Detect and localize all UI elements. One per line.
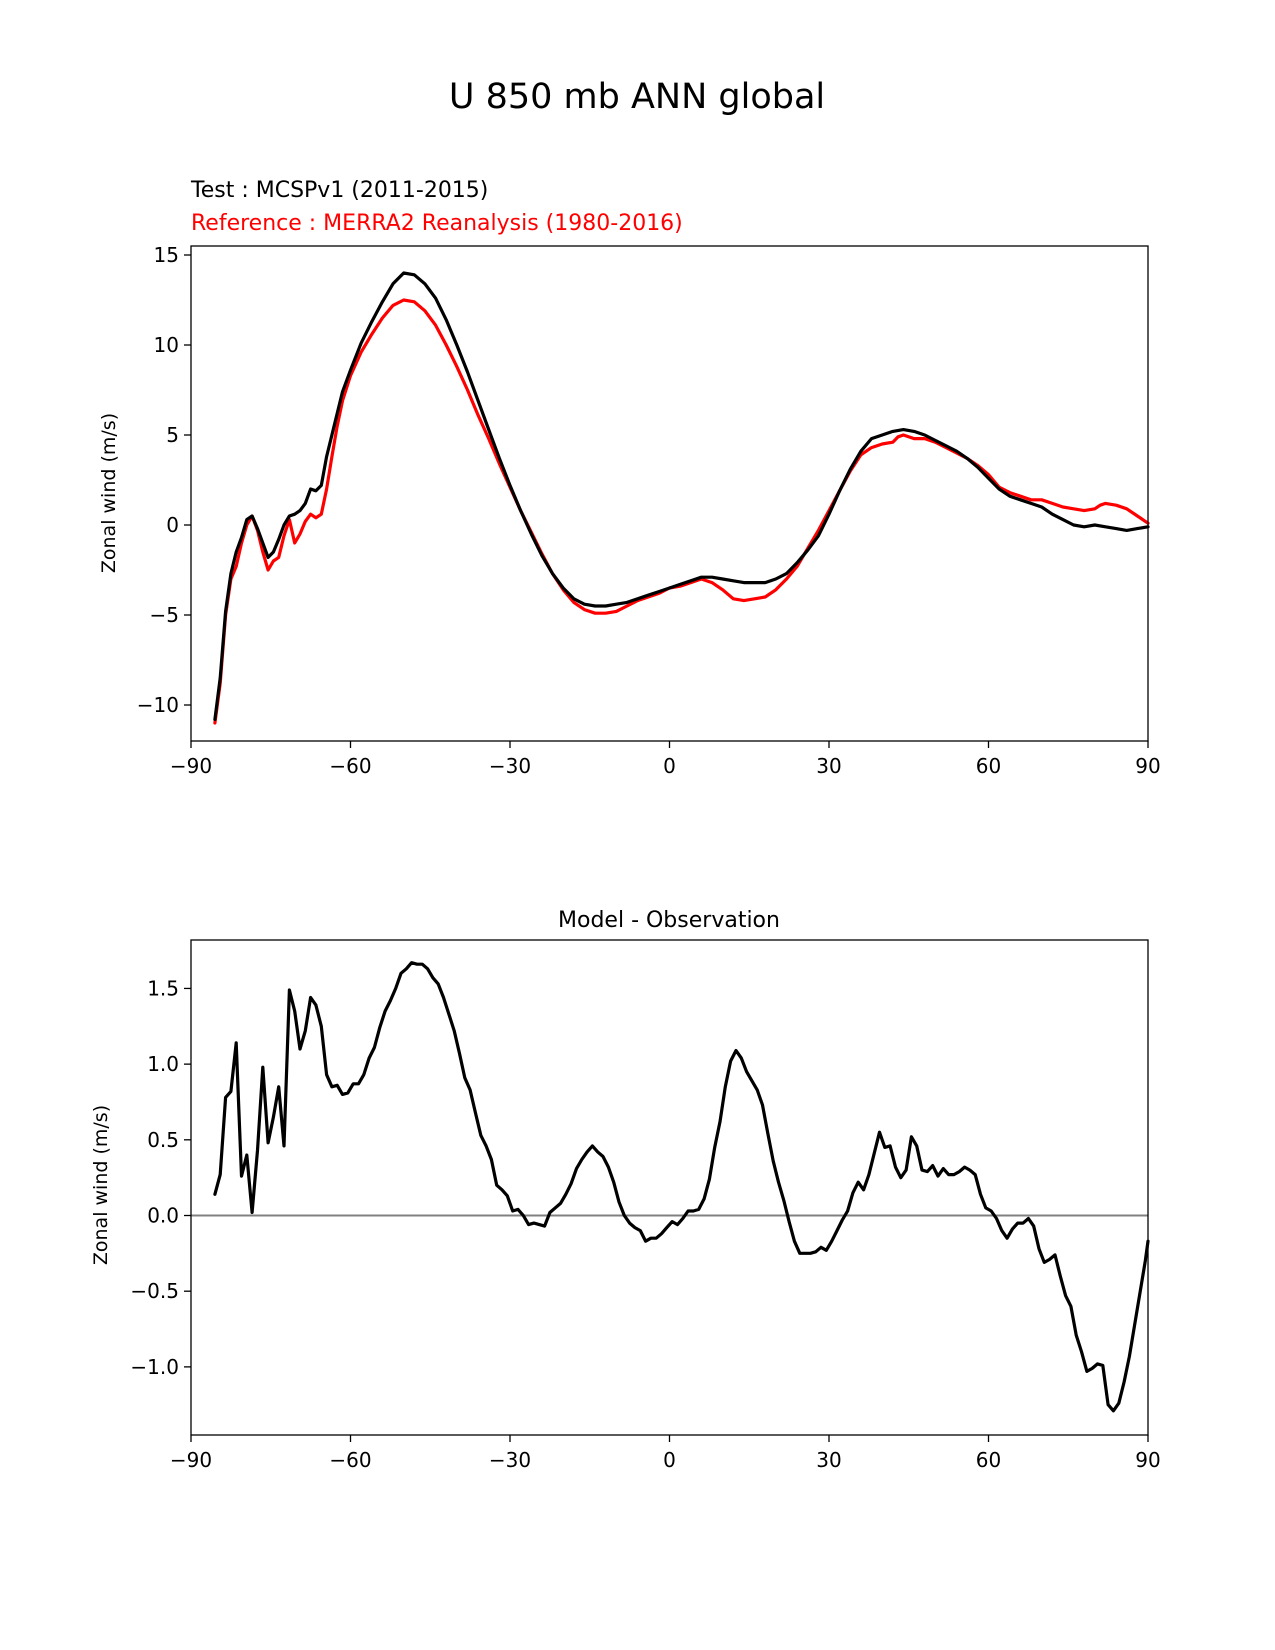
top-series-group (213, 271, 1150, 725)
top-x-tick-label: −30 (489, 754, 531, 778)
bottom-series-line-0 (213, 961, 1150, 1413)
bottom-x-tick-label: 0 (663, 1448, 676, 1472)
top-y-tick-label: −10 (137, 693, 179, 717)
top-series-line-1 (213, 271, 1150, 721)
top-y-tick-label: 15 (154, 243, 179, 267)
bottom-y-tick-label: −1.0 (130, 1355, 179, 1379)
difference-title: Model - Observation (558, 908, 780, 933)
bottom-x-tick-label: −90 (170, 1448, 212, 1472)
top-x-tick-label: 30 (816, 754, 841, 778)
bottom-x-tick-label: 90 (1135, 1448, 1160, 1472)
bottom-panel: Model - Observation Zonal wind (m/s) −90… (90, 908, 1161, 1472)
top-y-tick-label: 10 (154, 333, 179, 357)
bottom-y-tick-label: −0.5 (130, 1279, 179, 1303)
bottom-y-axis-label: Zonal wind (m/s) (90, 1105, 112, 1265)
bottom-y-tick-label: 0.0 (147, 1204, 179, 1228)
top-x-tick-label: −60 (329, 754, 371, 778)
bottom-series-group (213, 961, 1150, 1413)
bottom-x-tick-label: 30 (816, 1448, 841, 1472)
bottom-ticks-group: −90 −60 −30 0 30 60 90 −1.0 −0.5 0.0 0.5 1.0 1.5 (130, 976, 1160, 1472)
top-y-tick-label: 0 (166, 513, 179, 537)
top-x-tick-label: 60 (976, 754, 1001, 778)
top-x-tick-label: 90 (1135, 754, 1160, 778)
top-y-tick-label: −5 (150, 603, 179, 627)
bottom-y-tick-label: 0.5 (147, 1128, 179, 1152)
top-y-axis-label: Zonal wind (m/s) (98, 413, 120, 573)
top-axes-frame (190, 245, 1149, 742)
bottom-x-tick-label: −60 (329, 1448, 371, 1472)
bottom-y-tick-label: 1.0 (147, 1052, 179, 1076)
bottom-x-tick-label: 60 (976, 1448, 1001, 1472)
bottom-axes-frame (190, 939, 1149, 1436)
top-x-tick-label: −90 (170, 754, 212, 778)
bottom-x-tick-label: −30 (489, 1448, 531, 1472)
reference-label: Reference : MERRA2 Reanalysis (1980-2016… (191, 211, 683, 236)
top-y-tick-label: 5 (166, 423, 179, 447)
figure-title: U 850 mb ANN global (449, 77, 825, 117)
bottom-y-tick-label: 1.5 (147, 976, 179, 1000)
top-panel: Test : MCSPv1 (2011-2015) Reference : ME… (98, 178, 1161, 778)
top-ticks-group: −90 −60 −30 0 30 60 90 −10 −5 0 5 10 15 (137, 243, 1161, 778)
test-label: Test : MCSPv1 (2011-2015) (190, 178, 488, 203)
top-x-tick-label: 0 (663, 754, 676, 778)
